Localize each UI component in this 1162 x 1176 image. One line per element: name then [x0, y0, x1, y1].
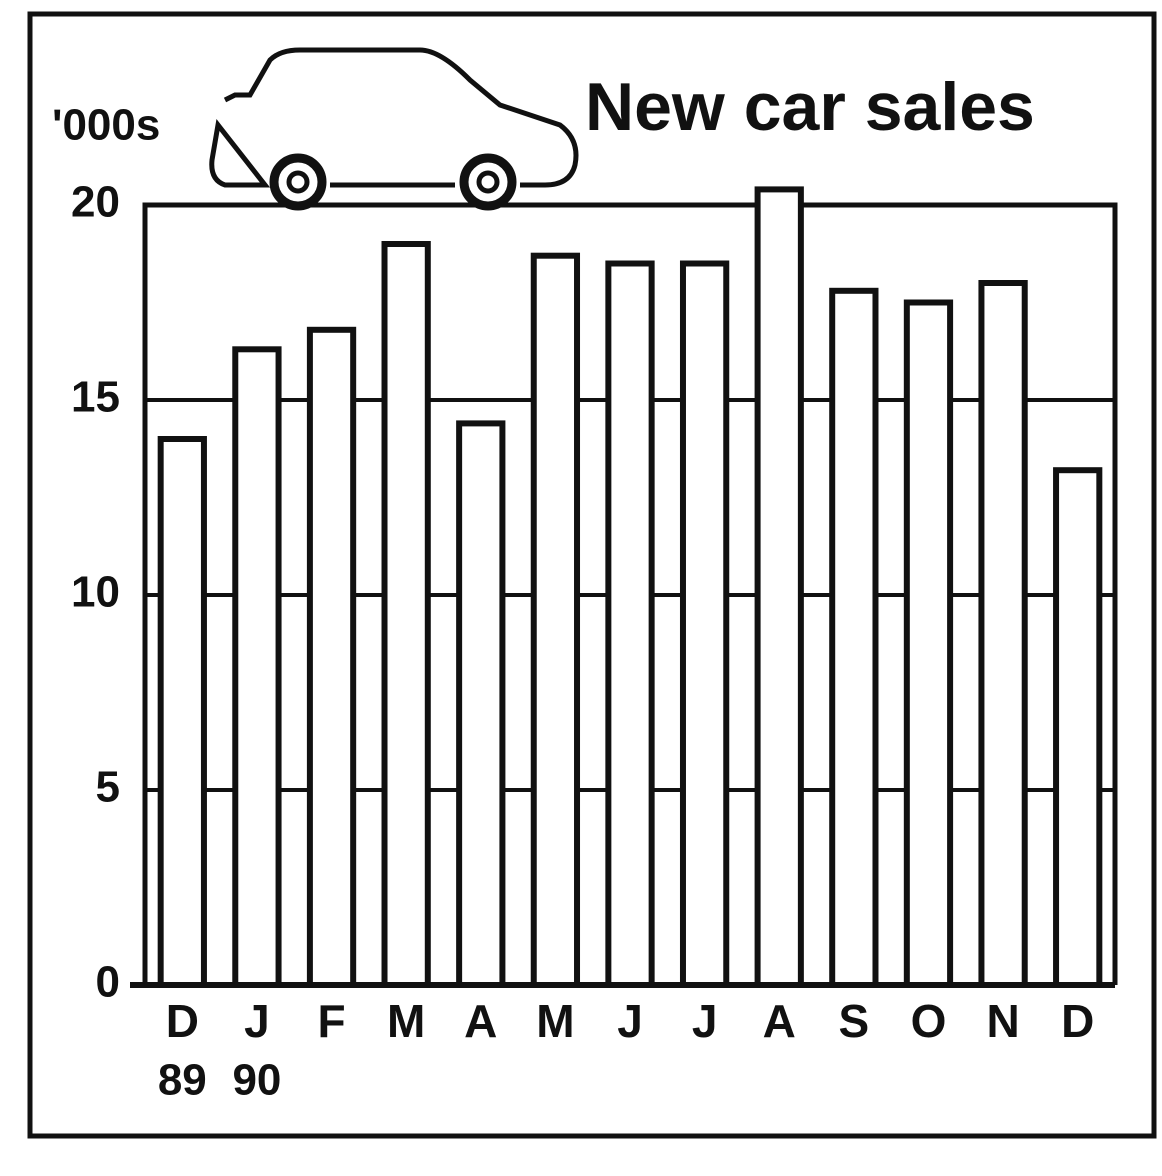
- bar: [1053, 467, 1103, 988]
- bar: [381, 241, 431, 988]
- bar: [232, 346, 282, 988]
- bar: [605, 260, 655, 988]
- x-tick-label: S: [839, 995, 870, 1047]
- y-tick-label: 0: [96, 958, 120, 1007]
- y-tick-label: 10: [71, 568, 120, 617]
- x-tick-label: D: [166, 995, 199, 1047]
- car-icon: [209, 47, 579, 211]
- x-tick-label: F: [317, 995, 345, 1047]
- bar: [530, 252, 581, 988]
- x-tick-label: A: [464, 995, 497, 1047]
- bar: [903, 299, 954, 988]
- bar: [754, 186, 804, 988]
- x-tick-label: D: [1061, 995, 1094, 1047]
- bar: [157, 436, 207, 988]
- chart-title: New car sales: [585, 69, 1035, 145]
- x-tick-label: O: [911, 995, 947, 1047]
- x-tick-sublabel: 89: [158, 1056, 207, 1105]
- x-tick-label: N: [986, 995, 1019, 1047]
- bar: [456, 420, 506, 988]
- bar: [978, 280, 1028, 988]
- x-tick-sublabel: 90: [232, 1056, 281, 1105]
- y-tick-label: 20: [71, 178, 120, 227]
- y-tick-label: 5: [96, 763, 120, 812]
- outer-frame: [27, 11, 1157, 1139]
- bar: [679, 260, 730, 988]
- y-axis-label: '000s: [52, 101, 160, 150]
- x-tick-label: M: [536, 995, 574, 1047]
- x-tick-label: M: [387, 995, 425, 1047]
- bar: [306, 326, 357, 988]
- x-tick-label: J: [244, 995, 270, 1047]
- y-tick-label: 15: [71, 373, 120, 422]
- bar: [829, 287, 879, 988]
- x-tick-label: J: [617, 995, 643, 1047]
- x-tick-label: A: [763, 995, 796, 1047]
- x-tick-label: J: [692, 995, 718, 1047]
